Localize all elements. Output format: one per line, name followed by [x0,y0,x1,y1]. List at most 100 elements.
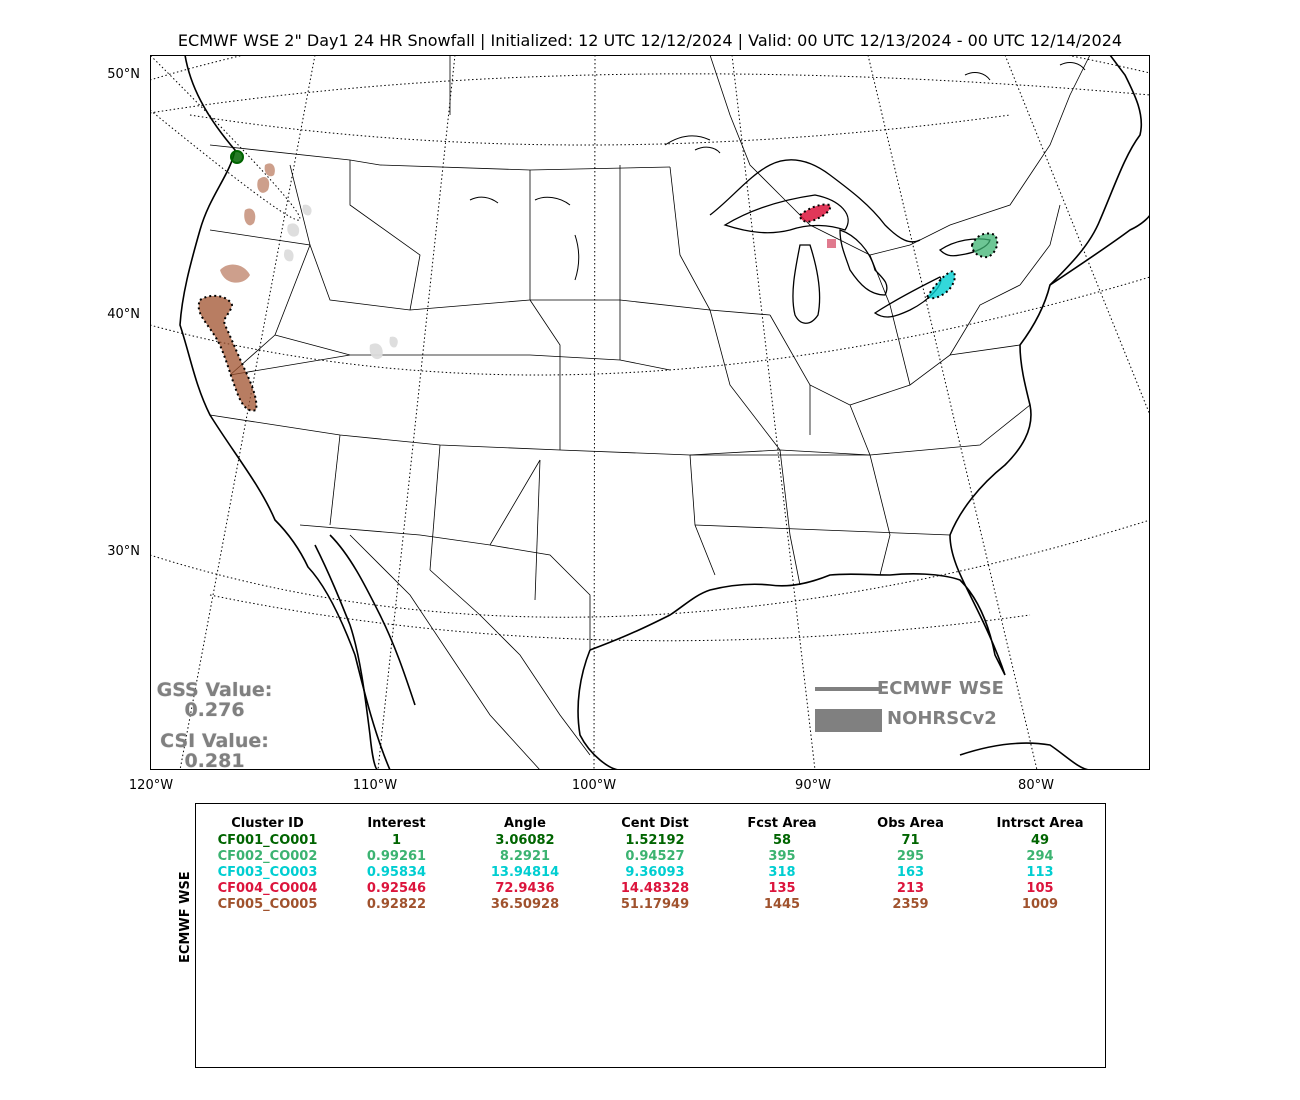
cell-obs-area: 163 [896,864,925,880]
cell-fcst-area: 1445 [763,896,801,912]
cell-angle: 72.9436 [495,880,555,896]
cell-obs-area: 213 [896,880,925,896]
cell-cent-dist: 9.36093 [625,864,685,880]
longitude-label-80w: 80°W [1018,778,1054,793]
unmatched-observed-objects [283,204,398,360]
cluster-cf002 [970,232,999,259]
cluster-cf003-observed [927,271,955,299]
meridian-70w [1004,55,1150,416]
cluster-cf005-forecast [197,294,258,412]
column-header-cluster-id: Cluster ID [231,816,304,831]
legend-observed-label: NOHRSCv2 [887,708,997,729]
baja-inner [314,544,379,770]
parallel-45n [150,73,1150,146]
cluster-cf003-forecast [925,269,956,300]
coastline [179,55,1150,770]
legend-forecast-label: ECMWF WSE [877,678,1004,699]
lake-huron [839,229,888,296]
latitude-label-30n: 30°N [107,544,140,559]
longitude-label-110w: 110°W [352,778,398,793]
cell-fcst-area: 318 [768,864,796,880]
column-header-angle: Angle [504,816,546,831]
cluster-cf005 [197,294,258,412]
cell-intrsct-area: 1009 [1021,896,1059,912]
csi-value: 0.281 [184,750,245,772]
column-header-obs-area: Obs Area [877,816,944,831]
cluster-cf003 [925,269,956,300]
cluster-cf004-forecast [798,203,832,223]
mexico-gulf-coast [577,649,621,770]
longitude-label-120w: 120°W [128,778,174,793]
parallel-35n [150,55,301,221]
cell-obs-area: 71 [901,832,920,848]
canadian-shore [709,159,921,243]
cell-angle: 36.50928 [490,896,560,912]
map-frame [150,55,1150,770]
cell-interest: 0.92546 [366,880,427,896]
gss-value: 0.276 [184,699,245,721]
cell-intrsct-area: 105 [1026,880,1054,896]
cluster-cf001-observed [231,151,243,163]
cluster-cf005-observed [198,295,257,411]
cluster-cf002-forecast [970,232,999,259]
cell-angle: 3.06082 [495,832,555,848]
legend-observed-patch [815,709,882,732]
state-boundaries [209,55,1091,770]
cell-interest: 1 [391,832,402,848]
cell-fcst-area: 135 [768,880,796,896]
cell-interest: 0.92822 [366,896,427,912]
cell-fcst-area: 58 [772,832,792,848]
cell-cent-dist: 51.17949 [620,896,690,912]
cell-interest: 0.99261 [366,848,427,864]
cell-intrsct-area: 49 [1030,832,1050,848]
latitude-label-50n: 50°N [107,67,140,82]
cell-cent-dist: 0.94527 [625,848,685,864]
cell-angle: 13.94814 [490,864,560,880]
gulf-coast [589,534,1006,676]
gulf-of-california [329,534,416,706]
cluster-cf004 [798,203,836,248]
parallel-30n [150,519,1150,618]
inland-lakes [469,62,1086,281]
cell-obs-area: 2359 [892,896,929,912]
snowfall-map [150,55,1150,770]
cluster-cf001-forecast [230,150,244,164]
cluster-cf004-fragment [827,239,836,248]
table-side-label: ECMWF WSE [178,871,193,963]
unmatched-forecast-objects [220,163,275,283]
table-row: CF002_CO002 0.99261 8.2921 0.94527 395 2… [200,848,1105,864]
cuba [959,742,1091,770]
cell-cluster-id: CF005_CO005 [217,896,318,912]
cell-angle: 8.2921 [499,848,551,864]
table-row: CF004_CO004 0.92546 72.9436 14.48328 135… [200,880,1105,896]
table-header-row: Cluster ID Interest Angle Cent Dist Fcst… [200,815,1105,832]
cell-fcst-area: 395 [768,848,796,864]
cell-cent-dist: 1.52192 [625,832,685,848]
cell-cluster-id: CF002_CO002 [217,848,318,864]
cell-cluster-id: CF001_CO001 [217,832,318,848]
latitude-label-40n: 40°N [107,307,140,322]
column-header-intrsct-area: Intrsct Area [996,816,1084,831]
table-row: CF001_CO001 1 3.06082 1.52192 58 71 49 [200,832,1105,848]
column-header-fcst-area: Fcst Area [747,816,817,831]
cell-obs-area: 295 [896,848,925,864]
csi-label: CSI Value: [160,730,269,752]
cell-cluster-id: CF004_CO004 [217,880,318,896]
cell-cent-dist: 14.48328 [620,880,690,896]
lake-superior [723,194,849,234]
lake-michigan [792,244,821,324]
cell-intrsct-area: 113 [1026,864,1054,880]
parallel-25n [209,594,1031,642]
gss-label: GSS Value: [156,679,273,701]
column-header-cent-dist: Cent Dist [621,816,689,831]
longitude-label-90w: 90°W [795,778,831,793]
longitude-label-100w: 100°W [571,778,617,793]
cluster-stats-panel [195,803,1106,1068]
cluster-cf004-observed [800,204,831,222]
cell-interest: 0.95834 [366,864,427,880]
atlantic-coast [949,55,1143,536]
cluster-cf002-observed [972,233,998,258]
figure-title: ECMWF WSE 2" Day1 24 HR Snowfall | Initi… [177,31,1123,50]
table-row: CF005_CO005 0.92822 36.50928 51.17949 14… [200,896,1105,912]
cluster-cf001 [230,150,244,164]
